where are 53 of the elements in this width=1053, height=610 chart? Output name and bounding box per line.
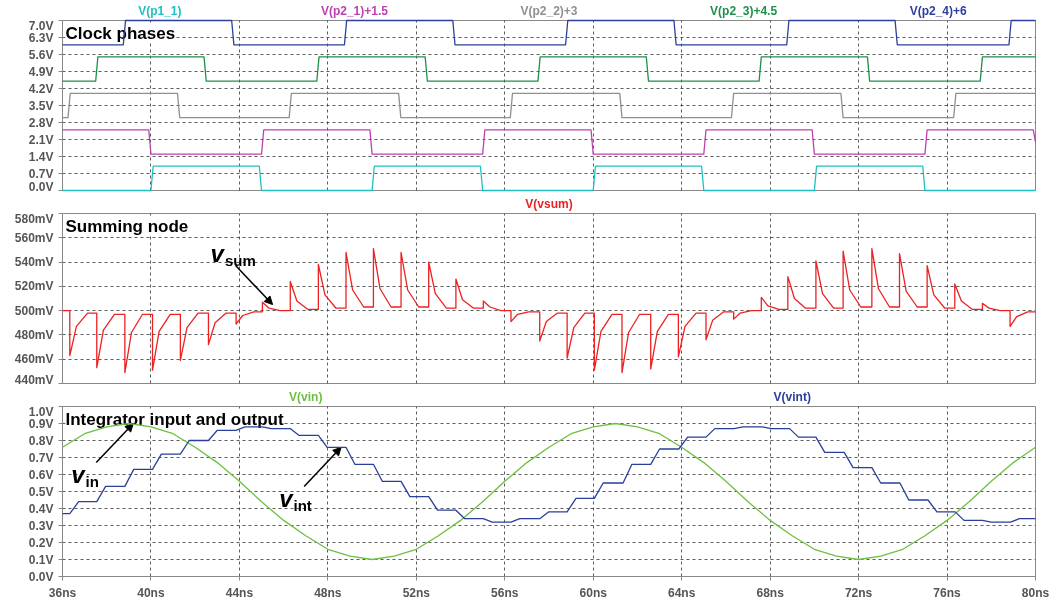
y-tick-label: 1.0V bbox=[28, 404, 54, 419]
y-tick-label: 440mV bbox=[14, 372, 54, 387]
y-tick-label: 0.1V bbox=[28, 552, 54, 567]
y-tick-label: 0.0V bbox=[28, 569, 54, 584]
y-tick-label: 580mV bbox=[14, 211, 54, 226]
y-tick-label: 500mV bbox=[14, 303, 54, 318]
text: V(vsum) bbox=[525, 196, 573, 211]
x-tick-label: 80ns bbox=[1021, 585, 1050, 600]
y-tick-label: 0.7V bbox=[28, 450, 54, 465]
text: V(vint) bbox=[773, 389, 811, 404]
x-tick-label: 52ns bbox=[402, 585, 431, 600]
line-series bbox=[61, 426, 1037, 523]
chart-title: Summing node bbox=[65, 216, 189, 236]
y-tick-label: 480mV bbox=[14, 327, 54, 342]
y-tick-label: 0.3V bbox=[28, 518, 54, 533]
x-tick-label: 56ns bbox=[491, 585, 519, 600]
y-tick-label: 0.9V bbox=[28, 416, 54, 431]
y-tick-label: 560mV bbox=[14, 230, 54, 245]
text: V(p2_1)+1.5 bbox=[320, 3, 389, 18]
y-tick-label: 460mV bbox=[14, 352, 54, 367]
y-tick-label: 2.8V bbox=[28, 115, 54, 130]
x-tick-label: 40ns bbox=[137, 585, 165, 600]
y-tick-label: 4.2V bbox=[28, 81, 54, 96]
text: V(p2_3)+4.5 bbox=[710, 3, 778, 18]
y-tick-label: 6.3V bbox=[28, 30, 54, 45]
y-tick-label: 0.0V bbox=[28, 179, 54, 194]
x-tick-label: 64ns bbox=[668, 585, 696, 600]
x-tick-label: 44ns bbox=[225, 585, 254, 600]
y-tick-label: 520mV bbox=[14, 279, 54, 294]
y-tick-label: 3.5V bbox=[28, 98, 54, 113]
series-label: V(p2_4)+6 bbox=[909, 3, 968, 18]
y-tick-label: 0.6V bbox=[28, 467, 54, 482]
x-tick-label: 72ns bbox=[844, 585, 873, 600]
x-tick-label: 68ns bbox=[756, 585, 785, 600]
y-tick-label: 7.0V bbox=[28, 18, 54, 33]
text: V(p1_1) bbox=[138, 3, 182, 18]
text: V(p2_2)+3 bbox=[520, 3, 578, 18]
y-tick-label: 0.8V bbox=[28, 433, 54, 448]
y-tick-label: 0.2V bbox=[28, 535, 54, 550]
y-tick-label: 0.5V bbox=[28, 484, 54, 499]
y-tick-label: 4.9V bbox=[28, 64, 54, 79]
y-tick-label: 1.4V bbox=[28, 149, 54, 164]
chart-title: Integrator input and output bbox=[65, 409, 284, 429]
x-tick-label: 36ns bbox=[48, 585, 77, 600]
y-tick-label: 540mV bbox=[14, 255, 54, 270]
x-tick-label: 76ns bbox=[933, 585, 962, 600]
y-tick-label: 2.1V bbox=[28, 132, 54, 147]
x-tick-label: 60ns bbox=[579, 585, 608, 600]
text: V(vin) bbox=[289, 389, 323, 404]
y-tick-label: 0.7V bbox=[28, 166, 54, 181]
y-tick-label: 0.4V bbox=[28, 501, 54, 516]
x-tick-label: 48ns bbox=[314, 585, 342, 600]
y-tick-label: 5.6V bbox=[28, 47, 54, 62]
